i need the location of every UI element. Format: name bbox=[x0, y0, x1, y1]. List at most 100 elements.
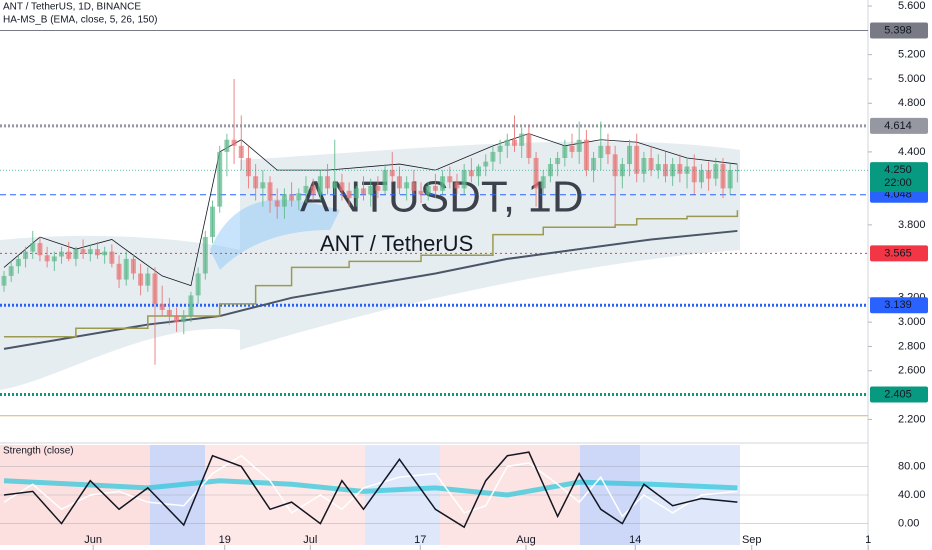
x-tick-label: Jul bbox=[303, 534, 317, 546]
last-price-box bbox=[870, 162, 928, 193]
candle-body bbox=[44, 255, 50, 262]
candle-body bbox=[195, 273, 201, 296]
candle-body bbox=[238, 145, 244, 158]
cloud-band bbox=[210, 199, 340, 270]
indicator-line bbox=[4, 210, 739, 338]
pane-title: Strength (close) bbox=[3, 446, 74, 457]
candle-body bbox=[396, 176, 402, 189]
candle-body bbox=[519, 133, 525, 146]
candle-body bbox=[562, 145, 568, 158]
candle-body bbox=[454, 182, 460, 189]
candle-body bbox=[404, 182, 410, 189]
price-label: 3.139 bbox=[884, 299, 912, 311]
candle-body bbox=[591, 157, 597, 171]
candle-body bbox=[698, 170, 704, 183]
countdown-label: 22:00 bbox=[884, 177, 912, 189]
candle-body bbox=[152, 273, 158, 304]
y-tick-label: 3.000 bbox=[898, 316, 926, 328]
candle-body bbox=[73, 249, 79, 259]
candle-body bbox=[217, 151, 223, 207]
candle-body bbox=[576, 139, 582, 152]
candle-body bbox=[15, 258, 21, 267]
cloud-band bbox=[0, 235, 240, 390]
candle-body bbox=[174, 316, 180, 323]
last-price-label: 4.250 bbox=[884, 164, 912, 176]
candle-body bbox=[317, 176, 323, 195]
candle-body bbox=[145, 273, 151, 286]
y-tick-label: 5.200 bbox=[898, 49, 926, 61]
candle-body bbox=[138, 273, 144, 286]
y-tick-label: 2.800 bbox=[898, 340, 926, 352]
y-tick-label: 2.200 bbox=[898, 413, 926, 425]
price-label: 3.565 bbox=[884, 247, 912, 259]
candle-body bbox=[325, 176, 331, 189]
candle-body bbox=[727, 170, 733, 189]
candle-body bbox=[540, 176, 546, 189]
candle-body bbox=[619, 164, 625, 177]
price-label-box bbox=[870, 245, 928, 262]
candle-body bbox=[289, 194, 295, 201]
candle-body bbox=[440, 176, 446, 191]
candle-body bbox=[51, 256, 57, 262]
pane-line bbox=[3, 451, 738, 529]
candle-body bbox=[706, 170, 712, 179]
price-label: 5.398 bbox=[884, 24, 912, 36]
y-tick-label: 3.800 bbox=[898, 219, 926, 231]
x-tick-label: Aug bbox=[516, 534, 536, 546]
candle-body bbox=[655, 164, 661, 171]
watermark-sub: ANT / TetherUS bbox=[320, 231, 473, 256]
pane-tick-label: 0.00 bbox=[898, 517, 919, 529]
candle-body bbox=[641, 157, 647, 174]
candle-body bbox=[720, 164, 726, 189]
candle-body bbox=[332, 182, 338, 189]
x-tick-label: 19 bbox=[219, 534, 231, 546]
chart-title: ANT / TetherUS, 1D, BINANCE bbox=[3, 2, 141, 13]
candle-body bbox=[296, 193, 302, 201]
candle-body bbox=[202, 237, 208, 274]
candle-body bbox=[66, 251, 72, 259]
price-label-box bbox=[870, 386, 928, 403]
candle-body bbox=[37, 243, 43, 256]
x-tick-label: Jun bbox=[84, 534, 102, 546]
candle-body bbox=[8, 266, 14, 276]
candle-body bbox=[59, 251, 65, 257]
candle-body bbox=[274, 200, 280, 207]
price-label-box bbox=[870, 22, 928, 39]
x-tick-label: Sep bbox=[742, 534, 762, 546]
x-tick-label: 14 bbox=[629, 534, 641, 546]
candle-body bbox=[310, 185, 316, 195]
candle-body bbox=[677, 164, 683, 174]
candle-body bbox=[713, 164, 719, 179]
candle-body bbox=[583, 139, 589, 171]
chart-subtitle: HA-MS_B (EMA, close, 5, 26, 150) bbox=[3, 15, 158, 26]
pane-line bbox=[3, 454, 738, 518]
price-label-box bbox=[870, 297, 928, 314]
candle-body bbox=[181, 316, 187, 323]
y-tick-label: 5.600 bbox=[898, 0, 926, 12]
candle-body bbox=[375, 185, 381, 191]
candle-body bbox=[102, 251, 108, 256]
candle-body bbox=[569, 145, 575, 152]
pane-tick-label: 80.00 bbox=[898, 460, 926, 472]
y-tick-label: 4.400 bbox=[898, 146, 926, 158]
x-tick-label: 1 bbox=[865, 534, 871, 546]
candle-body bbox=[30, 243, 36, 252]
pane-tick-label: 40.00 bbox=[898, 489, 926, 501]
y-tick-label: 2.600 bbox=[898, 365, 926, 377]
candle-body bbox=[159, 303, 165, 310]
candle-body bbox=[598, 145, 604, 158]
candle-body bbox=[303, 185, 309, 194]
candle-body bbox=[231, 139, 237, 146]
candle-body bbox=[504, 139, 510, 146]
candle-body bbox=[691, 166, 697, 183]
candle-body bbox=[662, 164, 668, 177]
candle-body bbox=[533, 157, 539, 189]
candle-body bbox=[411, 182, 417, 191]
x-tick-label: 17 bbox=[414, 534, 426, 546]
candle-body bbox=[253, 176, 259, 189]
candle-body bbox=[123, 258, 129, 280]
candle-body bbox=[476, 166, 482, 177]
y-tick-label: 5.000 bbox=[898, 73, 926, 85]
candle-body bbox=[734, 170, 740, 172]
